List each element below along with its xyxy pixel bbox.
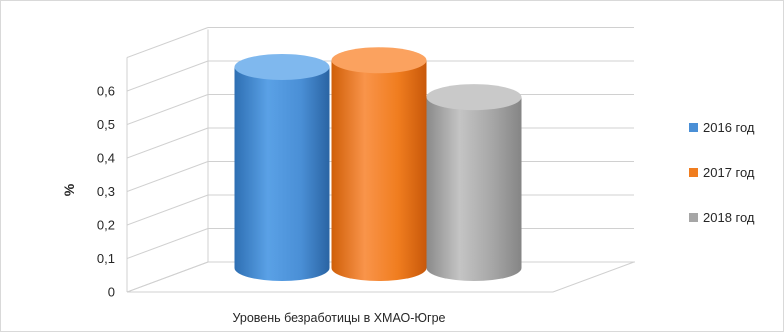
bar-2016-год <box>234 54 330 281</box>
gridline-side <box>126 27 209 58</box>
chart-legend: 2016 год 2017 год 2018 год <box>689 118 755 253</box>
legend-item-2017: 2017 год <box>689 163 755 181</box>
y-tick-label: 0,3 <box>97 184 115 199</box>
x-category-label: Уровень безработицы в ХМАО-Югре <box>232 311 445 325</box>
y-tick-label: 0,6 <box>97 84 115 99</box>
bar-body <box>331 60 427 281</box>
y-tick-label: 0 <box>108 285 115 300</box>
gridline-side <box>126 94 209 125</box>
legend-label-2018: 2018 год <box>703 209 755 225</box>
y-tick-label: 0,5 <box>97 117 115 132</box>
y-axis-title: % <box>61 183 77 196</box>
gridline-side <box>126 127 209 159</box>
legend-label-2017: 2017 год <box>703 164 755 180</box>
bar-body <box>426 97 522 282</box>
bar-2018-год <box>426 84 522 282</box>
legend-item-2016: 2016 год <box>689 118 755 136</box>
bar-body <box>234 67 330 281</box>
legend-item-2018: 2018 год <box>689 208 755 226</box>
gridline-side <box>126 261 209 293</box>
gridline-side <box>126 228 209 259</box>
bar-top <box>426 84 522 111</box>
bar-top <box>234 54 330 80</box>
legend-label-2016: 2016 год <box>703 119 755 135</box>
legend-swatch-2018 <box>689 212 698 222</box>
gridline-side <box>126 194 209 226</box>
bar-2017-год <box>331 47 427 281</box>
legend-swatch-2016 <box>689 122 698 132</box>
gridline-side <box>126 161 209 192</box>
y-tick-label: 0,1 <box>97 251 115 266</box>
legend-swatch-2017 <box>689 167 698 177</box>
y-tick-label: 0,4 <box>97 151 115 166</box>
gridline-side <box>126 60 209 92</box>
bar-top <box>331 47 427 74</box>
y-tick-label: 0,2 <box>97 218 115 233</box>
